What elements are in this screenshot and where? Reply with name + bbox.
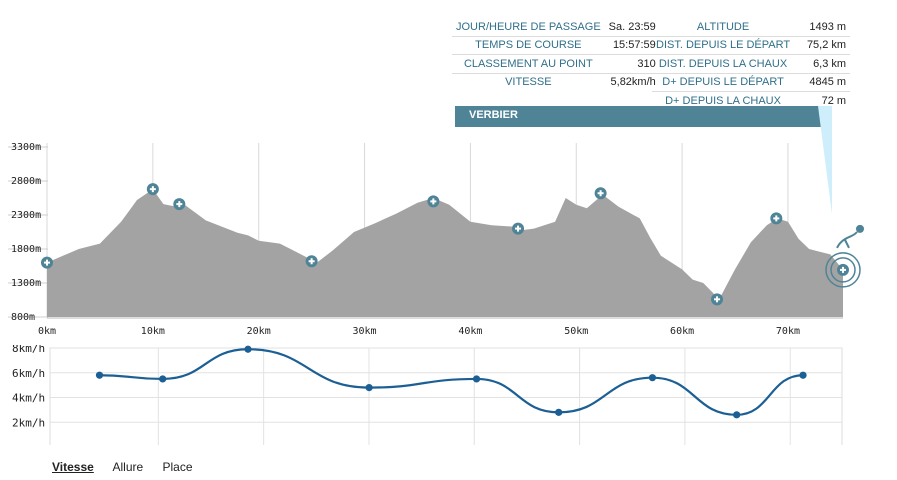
- y-tick-label: 800m: [11, 312, 35, 323]
- checkpoint-marker[interactable]: [305, 255, 318, 268]
- info-label: DIST. DEPUIS LA CHAUX: [652, 54, 795, 74]
- speed-point[interactable]: [472, 375, 481, 383]
- info-row: DIST. DEPUIS LE DÉPART 75,2 km: [652, 36, 851, 55]
- speed-point[interactable]: [648, 374, 657, 382]
- info-value: Sa. 23:59: [604, 18, 660, 37]
- info-row: ALTITUDE 1493 m: [652, 18, 851, 37]
- info-row: VITESSE 5,82km/h: [452, 73, 660, 91]
- speed-series-line: [99, 348, 804, 416]
- info-row: JOUR/HEURE DE PASSAGE Sa. 23:59: [452, 18, 660, 37]
- x-tick-label: 10km: [141, 326, 165, 337]
- checkpoint-highlight: [818, 106, 832, 214]
- tab-vitesse[interactable]: Vitesse: [52, 460, 94, 474]
- info-value: 4845 m: [794, 73, 851, 92]
- info-row: D+ DEPUIS LA CHAUX 72 m: [652, 92, 850, 110]
- speed-point[interactable]: [733, 411, 741, 419]
- info-value: 15:57:59: [604, 36, 660, 55]
- y-tick-label: 2300m: [11, 210, 41, 221]
- y-tick-label: 3300m: [11, 142, 41, 153]
- info-row: TEMPS DE COURSE 15:57:59: [452, 36, 660, 55]
- speed-point[interactable]: [95, 371, 104, 379]
- checkpoint-marker[interactable]: [173, 198, 186, 211]
- info-value: 310: [604, 54, 660, 74]
- info-label: D+ DEPUIS LE DÉPART: [652, 73, 795, 92]
- info-row: DIST. DEPUIS LA CHAUX 6,3 km: [652, 54, 851, 74]
- checkpoint-marker[interactable]: [594, 187, 607, 200]
- speed-point[interactable]: [365, 384, 373, 392]
- passage-info-left: JOUR/HEURE DE PASSAGE Sa. 23:59 TEMPS DE C…: [452, 18, 660, 91]
- info-label: VITESSE: [505, 76, 552, 89]
- info-value: 72 m: [821, 94, 847, 107]
- info-label: D+ DEPUIS LA CHAUX: [665, 94, 781, 107]
- info-label: CLASSEMENT AU POINT: [452, 54, 605, 74]
- y-tick-label: 2800m: [11, 176, 41, 187]
- speed-point[interactable]: [799, 371, 807, 379]
- info-label: TEMPS DE COURSE: [452, 36, 605, 55]
- y-tick-label: 1300m: [11, 278, 41, 289]
- tab-place[interactable]: Place: [162, 460, 193, 474]
- speed-point[interactable]: [555, 408, 563, 416]
- checkpoint-marker[interactable]: [711, 293, 724, 306]
- checkpoint-marker[interactable]: [427, 195, 440, 208]
- y-tick-label: 1800m: [11, 244, 41, 255]
- x-tick-label: 0km: [38, 326, 56, 337]
- info-row: CLASSEMENT AU POINT 310: [452, 54, 660, 74]
- info-label: JOUR/HEURE DE PASSAGE: [452, 18, 605, 37]
- x-tick-label: 20km: [247, 326, 271, 337]
- speed-y-tick-label: 8km/h: [12, 345, 45, 355]
- speed-y-tick-label: 4km/h: [12, 392, 45, 405]
- elevation-profile-chart: 0km 10km 20km 30km 40km 50km 60km 70km 800m 1300m…: [8, 106, 864, 337]
- speed-chart: 2km/h 4km/h 6km/h 8km/h: [12, 345, 843, 445]
- info-value: 6,3 km: [794, 54, 851, 74]
- speed-point[interactable]: [244, 345, 252, 353]
- passage-info-right: ALTITUDE 1493 m DIST. DEPUIS LE DÉPART 75,2…: [652, 18, 851, 110]
- checkpoint-marker[interactable]: [512, 222, 525, 235]
- checkpoint-banner: VERBIER: [455, 106, 825, 127]
- info-label: ALTITUDE: [652, 18, 795, 37]
- tab-allure[interactable]: Allure: [112, 460, 144, 474]
- checkpoint-marker[interactable]: [770, 212, 783, 225]
- speed-plot-frame: [49, 347, 843, 445]
- x-tick-label: 40km: [458, 326, 482, 337]
- checkpoint-marker[interactable]: [41, 256, 53, 269]
- info-row: D+ DEPUIS LE DÉPART 4845 m: [652, 73, 851, 92]
- checkpoint-marker[interactable]: [146, 183, 159, 196]
- speed-y-tick-label: 6km/h: [12, 367, 45, 380]
- info-value: 5,82km/h: [610, 76, 656, 89]
- x-tick-label: 60km: [670, 326, 694, 337]
- x-tick-label: 70km: [776, 326, 800, 337]
- metric-tabs: Vitesse Allure Place: [52, 460, 209, 474]
- checkpoint-marker[interactable]: [825, 252, 861, 288]
- runner-icon: [836, 224, 864, 249]
- info-value: 75,2 km: [794, 36, 851, 55]
- x-tick-label: 50km: [564, 326, 588, 337]
- info-value: 1493 m: [794, 18, 851, 37]
- info-label: DIST. DEPUIS LE DÉPART: [652, 36, 795, 55]
- x-tick-label: 30km: [353, 326, 377, 337]
- elevation-area: [47, 189, 843, 317]
- speed-y-tick-label: 2km/h: [12, 416, 45, 429]
- speed-point[interactable]: [159, 375, 167, 383]
